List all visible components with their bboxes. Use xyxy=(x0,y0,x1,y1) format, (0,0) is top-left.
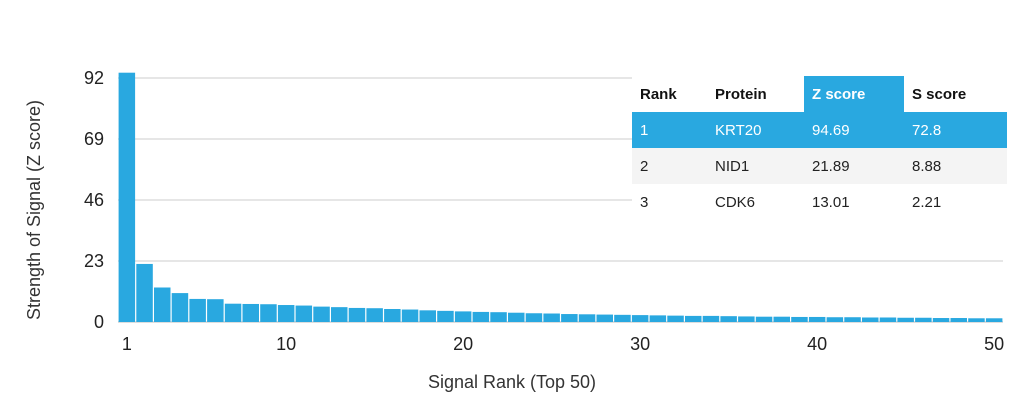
cell-z-score: 21.89 xyxy=(804,148,904,184)
cell-protein: KRT20 xyxy=(707,112,804,148)
bar xyxy=(826,317,844,322)
x-tick-label: 20 xyxy=(453,334,473,354)
bar xyxy=(773,316,790,322)
bar xyxy=(472,311,490,322)
bar xyxy=(844,317,861,322)
x-tick-label: 40 xyxy=(807,334,827,354)
bar xyxy=(596,314,613,322)
x-tick-label: 50 xyxy=(984,334,1004,354)
header-rank: Rank xyxy=(640,85,677,103)
bar xyxy=(879,317,897,322)
cell-rank: 2 xyxy=(632,148,707,184)
cell-s-score: 72.8 xyxy=(904,112,1007,148)
bar xyxy=(136,263,153,322)
cell-s-score: 8.88 xyxy=(904,148,1007,184)
bars xyxy=(118,72,1003,323)
x-axis-title: Signal Rank (Top 50) xyxy=(428,372,596,392)
bar xyxy=(543,313,560,322)
bar xyxy=(277,305,295,322)
cell-z-score: 94.69 xyxy=(804,112,904,148)
bar xyxy=(915,317,932,322)
cell-s-score: 2.21 xyxy=(912,193,942,211)
header-s-score: S score xyxy=(912,85,967,103)
x-tick-label: 30 xyxy=(630,334,650,354)
bar xyxy=(755,316,773,322)
bar xyxy=(702,315,720,322)
bar xyxy=(808,316,826,322)
bar xyxy=(366,308,383,322)
bar xyxy=(614,314,631,322)
rank-table: Rank Protein Z score S score 1 KRT20 94.… xyxy=(632,76,1007,220)
bar xyxy=(525,313,543,322)
bar xyxy=(490,312,507,322)
bar xyxy=(932,318,950,322)
y-tick-label: 0 xyxy=(94,312,104,332)
bar xyxy=(631,315,649,322)
y-tick-label: 69 xyxy=(84,129,104,149)
bar xyxy=(401,309,419,322)
bar xyxy=(118,72,136,323)
x-tick-labels: 1 10 20 30 40 50 xyxy=(122,334,1004,354)
bar xyxy=(331,307,348,322)
bar xyxy=(508,312,525,322)
bar xyxy=(985,318,1003,322)
bar xyxy=(207,299,224,322)
bar xyxy=(791,316,808,322)
table-row: 1 KRT20 94.69 72.8 xyxy=(632,112,1007,148)
bar xyxy=(154,287,171,322)
cell-protein: NID1 xyxy=(707,148,804,184)
bar xyxy=(419,310,436,322)
bar xyxy=(313,306,330,322)
table-row: 3 CDK6 13.01 2.21 xyxy=(632,184,1007,220)
y-tick-label: 46 xyxy=(84,190,104,210)
x-tick-label: 10 xyxy=(276,334,296,354)
table-row: 2 NID1 21.89 8.88 xyxy=(632,148,1007,184)
bar xyxy=(685,315,702,322)
bar xyxy=(720,316,737,322)
cell-protein: CDK6 xyxy=(715,193,756,211)
bar xyxy=(968,318,985,322)
cell-z-score: 13.01 xyxy=(812,193,850,211)
y-axis-title: Strength of Signal (Z score) xyxy=(24,100,44,320)
bar xyxy=(561,314,578,322)
bar xyxy=(667,315,684,322)
bar xyxy=(189,298,206,322)
y-tick-label: 23 xyxy=(84,251,104,271)
bar xyxy=(578,314,596,322)
y-tick-labels: 0 23 46 69 92 xyxy=(84,68,104,332)
bar xyxy=(348,307,366,322)
bar xyxy=(437,310,454,322)
bar xyxy=(454,311,472,322)
header-protein: Protein xyxy=(715,85,767,103)
cell-rank: 1 xyxy=(632,112,707,148)
bar xyxy=(295,305,313,322)
cell-rank: 3 xyxy=(640,193,649,211)
header-z-score: Z score xyxy=(804,76,904,112)
x-tick-label: 1 xyxy=(122,334,132,354)
bar xyxy=(862,317,879,322)
bar xyxy=(738,316,755,322)
bar xyxy=(950,318,967,322)
bar xyxy=(224,303,242,322)
bar xyxy=(171,293,189,322)
table-header-row: Rank Protein Z score S score xyxy=(632,76,1007,112)
bar xyxy=(260,304,277,322)
bar xyxy=(649,315,667,322)
bar xyxy=(242,303,259,322)
y-tick-label: 92 xyxy=(84,68,104,88)
bar xyxy=(384,309,401,322)
bar xyxy=(897,317,914,322)
